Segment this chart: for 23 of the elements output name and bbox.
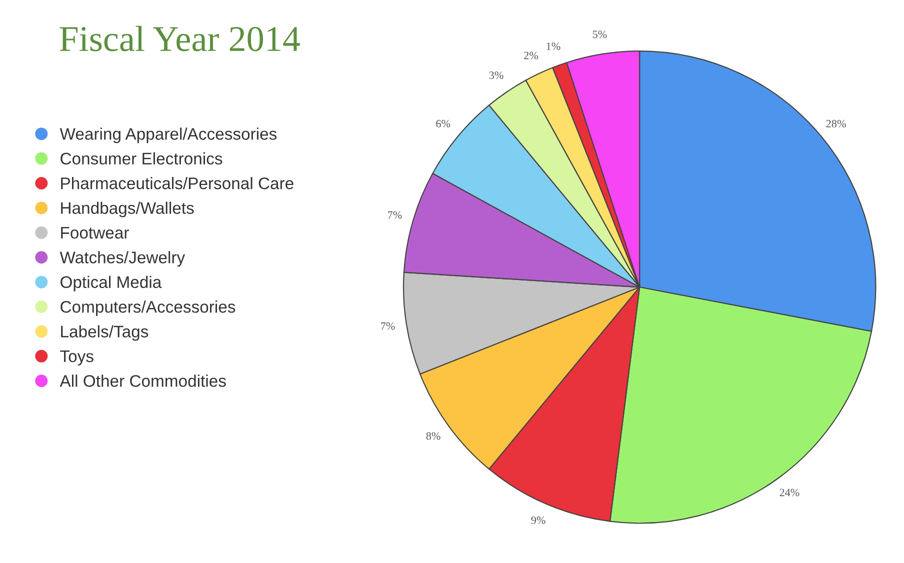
- data-label: 6%: [436, 120, 450, 128]
- data-label: 7%: [381, 322, 395, 330]
- legend-label: Labels/Tags: [61, 325, 148, 341]
- data-label: 5%: [592, 30, 607, 38]
- data-label: 2%: [524, 52, 538, 60]
- legend-label: Consumer Electronics: [60, 152, 222, 165]
- chart-title: Fiscal Year 2014: [60, 26, 300, 52]
- data-label: 28%: [826, 120, 846, 128]
- legend-label: Computers/Accessories: [60, 300, 236, 316]
- legend-label: Pharmaceuticals/Personal Care: [61, 177, 294, 190]
- data-label: 1%: [546, 42, 560, 50]
- legend-label: All Other Commodities: [60, 374, 226, 387]
- data-label: 8%: [426, 432, 440, 440]
- data-label: 3%: [489, 72, 504, 80]
- legend-label: Watches/Jewelry: [60, 251, 186, 267]
- legend-label: Optical Media: [60, 276, 162, 292]
- data-label: 9%: [531, 516, 546, 524]
- legend-label: Footwear: [61, 227, 129, 239]
- legend-label: Wearing Apparel/Accessories: [60, 128, 277, 144]
- data-label: 7%: [388, 211, 402, 219]
- legend-label: Handbags/Wallets: [61, 202, 194, 218]
- legend-label: Toys: [60, 350, 94, 366]
- data-label: 24%: [780, 488, 800, 496]
